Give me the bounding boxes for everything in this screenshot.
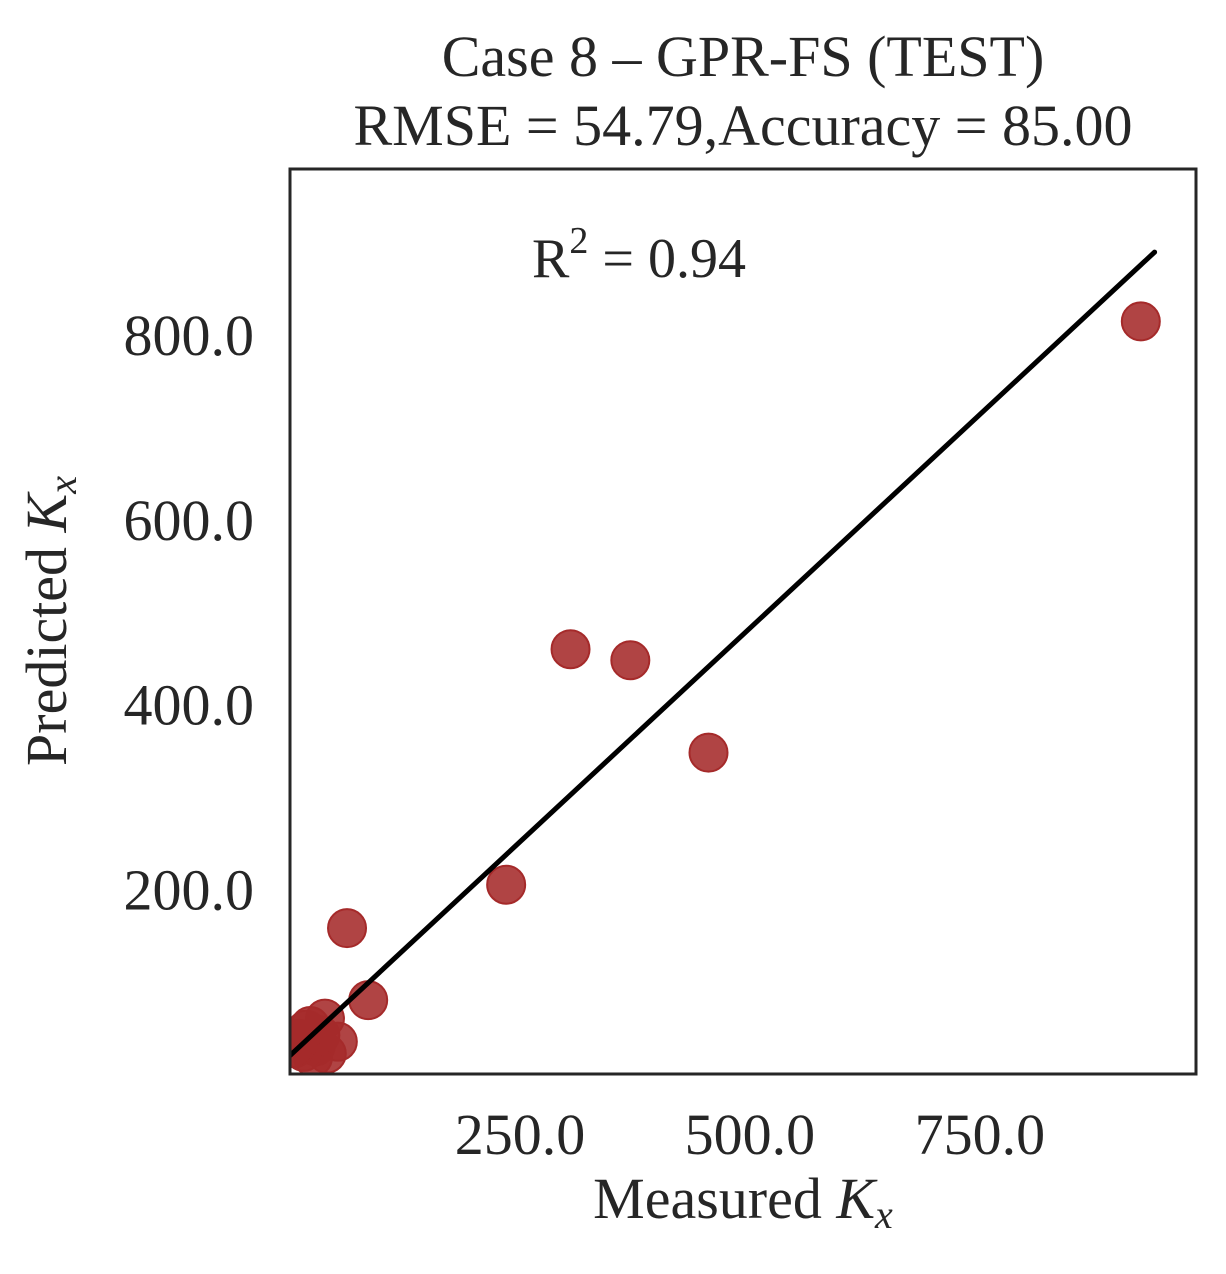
data-point — [327, 908, 368, 949]
chart-title: Case 8 – GPR-FS (TEST) — [442, 24, 1045, 89]
x-tick-label: 750.0 — [915, 1102, 1046, 1167]
y-tick-label: 600.0 — [124, 488, 255, 553]
data-point — [550, 629, 591, 670]
data-point — [688, 732, 729, 773]
r-squared-annotation: R2 = 0.94 — [532, 220, 746, 290]
chart-subtitle: RMSE = 54.79,Accuracy = 85.00 — [353, 93, 1132, 158]
data-point — [1120, 301, 1161, 342]
y-tick-label: 400.0 — [124, 673, 255, 738]
y-tick-label: 800.0 — [124, 303, 255, 368]
x-tick-label: 250.0 — [455, 1102, 586, 1167]
data-point — [486, 864, 527, 905]
y-axis-label: Predicted Kx — [14, 476, 85, 766]
x-axis-ticks: 250.0 500.0 750.0 — [455, 1102, 1045, 1167]
x-tick-label: 500.0 — [685, 1102, 816, 1167]
plot-area — [290, 249, 1161, 1074]
plot-frame — [288, 167, 1198, 1076]
data-point — [610, 640, 651, 681]
y-axis-ticks: 200.0 400.0 600.0 800.0 — [124, 303, 255, 922]
fit-line — [290, 249, 1158, 1059]
x-axis-label: Measured Kx — [593, 1166, 893, 1237]
y-tick-label: 200.0 — [124, 857, 255, 922]
data-point — [348, 980, 389, 1021]
